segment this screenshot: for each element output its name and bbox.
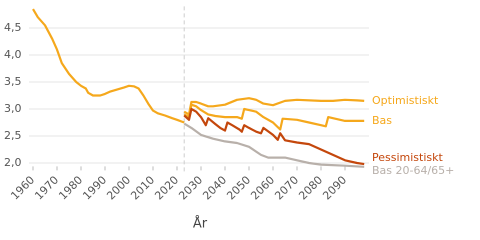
x-tick-label: 1970 — [32, 173, 61, 202]
series-line — [32, 8, 185, 124]
x-tick-label: 1960 — [8, 173, 37, 202]
y-tick-label: 2,0 — [4, 156, 22, 169]
x-tick-label: 2040 — [200, 173, 229, 202]
y-tick-label: 3,0 — [4, 102, 22, 115]
x-tick-label: 2030 — [176, 173, 205, 202]
y-tick-label: 3,5 — [4, 75, 22, 88]
series-line — [183, 107, 365, 166]
x-tick-label: 2060 — [248, 173, 277, 202]
x-tick-label: 2000 — [104, 173, 133, 202]
x-axis-label: År — [193, 216, 208, 232]
series-label: Pessimistiskt — [372, 151, 443, 164]
y-tick-label: 4,0 — [4, 48, 22, 61]
y-tick-label: 4,5 — [4, 21, 22, 34]
x-tick-label: 2070 — [272, 173, 301, 202]
y-tick-label: 2,5 — [4, 129, 22, 142]
x-tick-label: 2080 — [296, 173, 325, 202]
x-tick-label: 1980 — [56, 173, 85, 202]
series-label: Bas 20-64/65+ — [372, 164, 454, 177]
series-line — [183, 97, 365, 116]
series-line — [183, 103, 365, 131]
series-label: Optimistiskt — [372, 94, 439, 107]
x-tick-label: 1990 — [80, 173, 109, 202]
series-label: Bas — [372, 114, 392, 127]
x-tick-label: 2020 — [152, 173, 181, 202]
series-line — [183, 122, 365, 168]
x-tick-label: 2050 — [224, 173, 253, 202]
x-tick-label: 2090 — [320, 173, 349, 202]
x-tick-label: 2010 — [128, 173, 157, 202]
